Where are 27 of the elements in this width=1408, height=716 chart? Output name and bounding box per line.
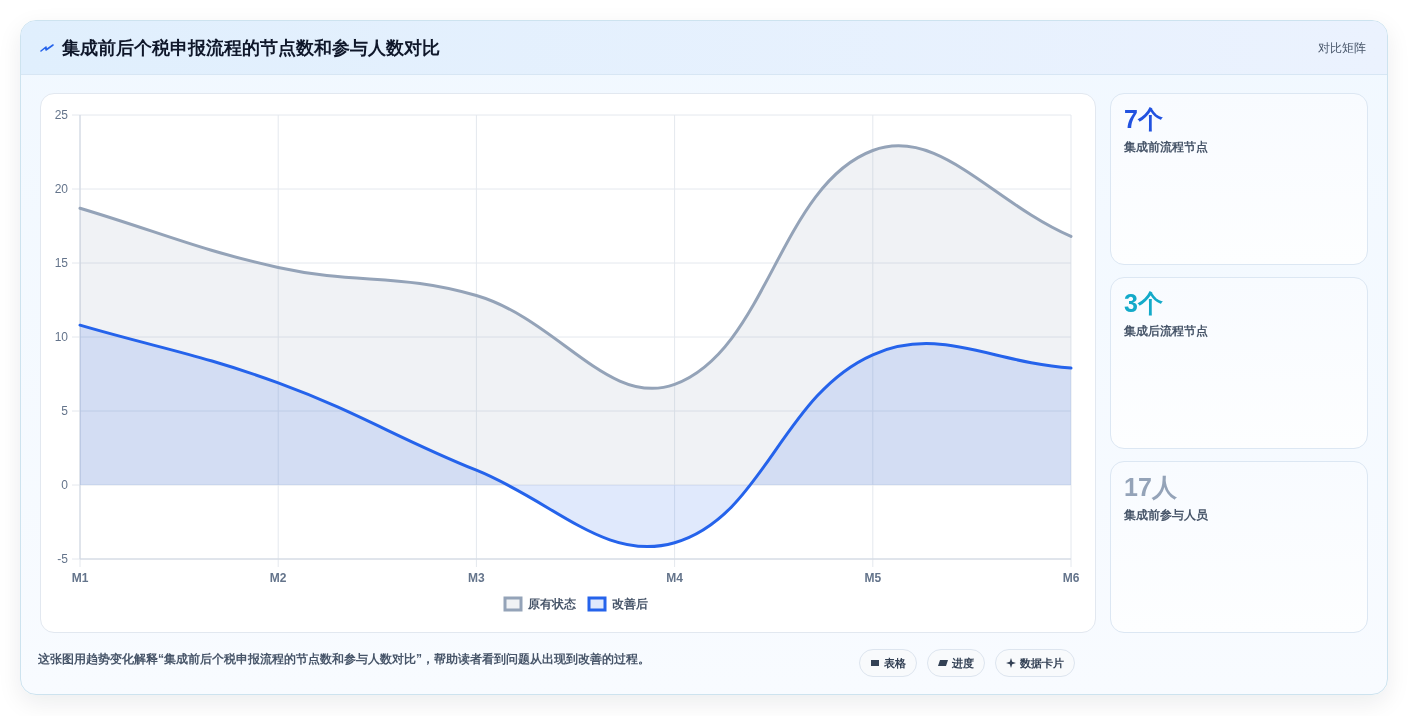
text: 表格 (884, 655, 906, 671)
text: 集成前流程节点 (1124, 139, 1208, 155)
text: 7个 (1124, 104, 1163, 134)
text: 3个 (1124, 288, 1163, 318)
x-tick-label: M5 (864, 571, 882, 585)
text: 集成后流程节点 (1124, 323, 1208, 339)
text: 集成前参与人员 (1124, 507, 1208, 523)
y-tick-label: 20 (54, 182, 69, 196)
x-tick-label: M2 (269, 571, 287, 585)
text: 这张图用趋势变化解释“集成前后个税申报流程的节点数和参与人数对比”，帮助读者看到问题从出现到改善的过程。 (38, 651, 650, 667)
text: 进度 (952, 655, 974, 671)
text: 对比矩阵 (1318, 40, 1366, 57)
y-tick-label: 10 (54, 330, 69, 344)
y-tick-label: 25 (54, 108, 69, 122)
legend-label: 改善后 (611, 597, 648, 611)
y-tick-label: -5 (57, 552, 69, 566)
y-tick-label: 0 (61, 478, 69, 492)
x-tick-label: M3 (468, 571, 486, 585)
x-tick-label: M4 (666, 571, 684, 585)
y-tick-label: 15 (54, 256, 69, 270)
legend-label: 原有状态 (526, 597, 577, 611)
x-tick-label: M1 (71, 571, 89, 585)
text: 17人 (1124, 472, 1177, 502)
x-tick-label: M6 (1062, 571, 1080, 585)
text: 数据卡片 (1020, 655, 1064, 671)
y-tick-label: 5 (61, 404, 69, 418)
chart-title: 集成前后个税申报流程的节点数和参与人数对比 (62, 37, 440, 60)
